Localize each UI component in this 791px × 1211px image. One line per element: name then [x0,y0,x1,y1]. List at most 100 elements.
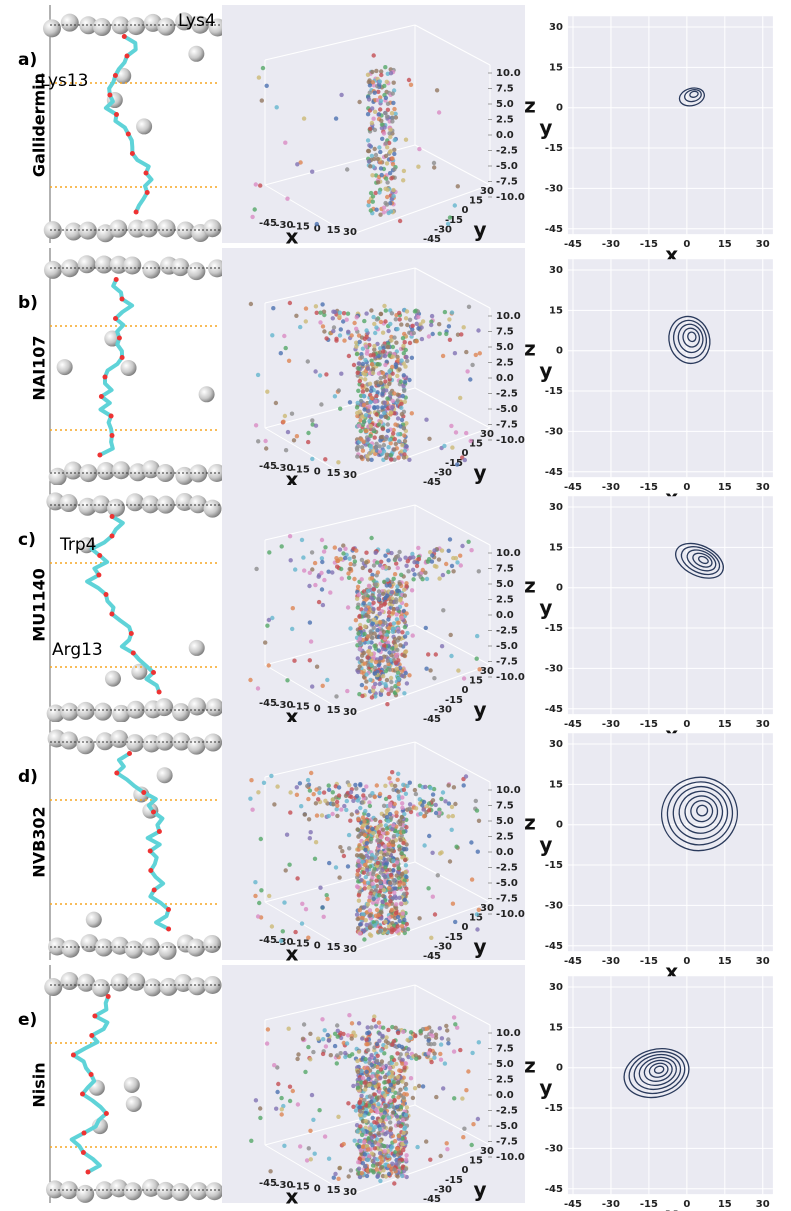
scatter-point [402,882,406,886]
scatter-point [366,437,370,441]
scatter-point [394,561,398,565]
scatter-point [414,1057,418,1061]
lipid-sphere [60,972,78,990]
scatter-point [267,894,271,898]
scatter-point [347,557,351,561]
scatter-point [258,1106,262,1110]
scatter-point [256,686,260,690]
scatter-point [475,927,479,931]
y-tick-label: -45 [423,1194,441,1205]
scatter-point [356,631,360,635]
scatter-point [353,783,357,787]
scatter-point [331,316,335,320]
scatter-point [407,1047,411,1051]
scatter-point [281,929,285,933]
scatter-point [475,657,479,661]
scatter-point [259,837,263,841]
scatter-point [346,312,350,316]
scatter-point [378,880,382,884]
scatter-point [360,415,364,419]
scatter-point [389,453,393,457]
scatter-point [385,831,389,835]
lipid-sphere [111,973,129,991]
scatter-point [383,1110,387,1114]
scatter-point [411,633,415,637]
scatter-point [416,165,420,169]
y-tick-label: 30 [549,502,563,513]
scatter-point [373,91,377,95]
atom [134,210,139,215]
scatter-point [404,316,408,320]
x-tick-label: -30 [602,1199,620,1210]
scatter-point [397,636,401,640]
scatter-point [258,1116,262,1120]
z-tick-label: 5.0 [496,579,514,590]
scatter-point [386,687,390,691]
lipid-sphere [127,17,145,35]
scatter-point [417,916,421,920]
scatter-point [397,682,401,686]
scatter-point [327,861,331,865]
lipid-sphere [60,732,78,750]
scatter-point [374,381,378,385]
scatter-point [347,1013,351,1017]
scatter-point [361,566,365,570]
scatter-point [400,1045,404,1049]
scatter-point [431,792,435,796]
scatter-point [378,929,382,933]
scatter-point [265,390,269,394]
scatter-point [383,920,387,924]
snapshot-bg [48,485,220,723]
scatter-point [253,207,257,211]
scatter-point [362,937,366,941]
scatter-point [450,564,454,568]
atom [97,453,102,458]
scatter-point [390,1055,394,1059]
scatter-point [398,582,402,586]
scatter-point [375,783,379,787]
scatter-point [431,332,435,336]
lipid-sphere [157,767,173,783]
scatter-point [408,802,412,806]
scatter-point [326,570,330,574]
x-tick-label: 15 [718,719,732,730]
atom [152,888,157,893]
scatter-point [285,197,289,201]
scatter-point [361,362,365,366]
scatter-point [287,1027,291,1031]
lipid-sphere [126,734,144,752]
lipid-sphere [136,118,152,134]
scatter-point [335,814,339,818]
scatter-point [413,788,417,792]
scatter-point [358,922,362,926]
scatter-point [386,843,390,847]
scatter-point [404,1082,408,1086]
scatter-point [310,684,314,688]
scatter-point [315,222,319,226]
scatter-point [291,1089,295,1093]
scatter-point [357,1021,361,1025]
scatter-point [376,597,380,601]
scatter-point [381,566,385,570]
scatter-point [364,1038,368,1042]
scatter-point [359,878,363,882]
scatter-point [388,171,392,175]
scatter-point [404,1087,408,1091]
scatter-point [424,626,428,630]
scatter-point [396,772,400,776]
scatter-point [286,430,290,434]
scatter-point [443,799,447,803]
scatter-point [416,315,420,319]
scatter-point [372,644,376,648]
scatter-point [366,1048,370,1052]
scatter-point [306,1045,310,1049]
x-tick-label: -45 [259,461,277,472]
scatter-point [398,838,402,842]
scatter-point [376,570,380,574]
y-tick-label: -45 [423,234,441,245]
atom [81,1150,86,1155]
scatter-point [358,1124,362,1128]
z-tick-label: 7.5 [496,564,514,575]
scatter-point [295,876,299,880]
lipid-sphere [203,935,221,953]
